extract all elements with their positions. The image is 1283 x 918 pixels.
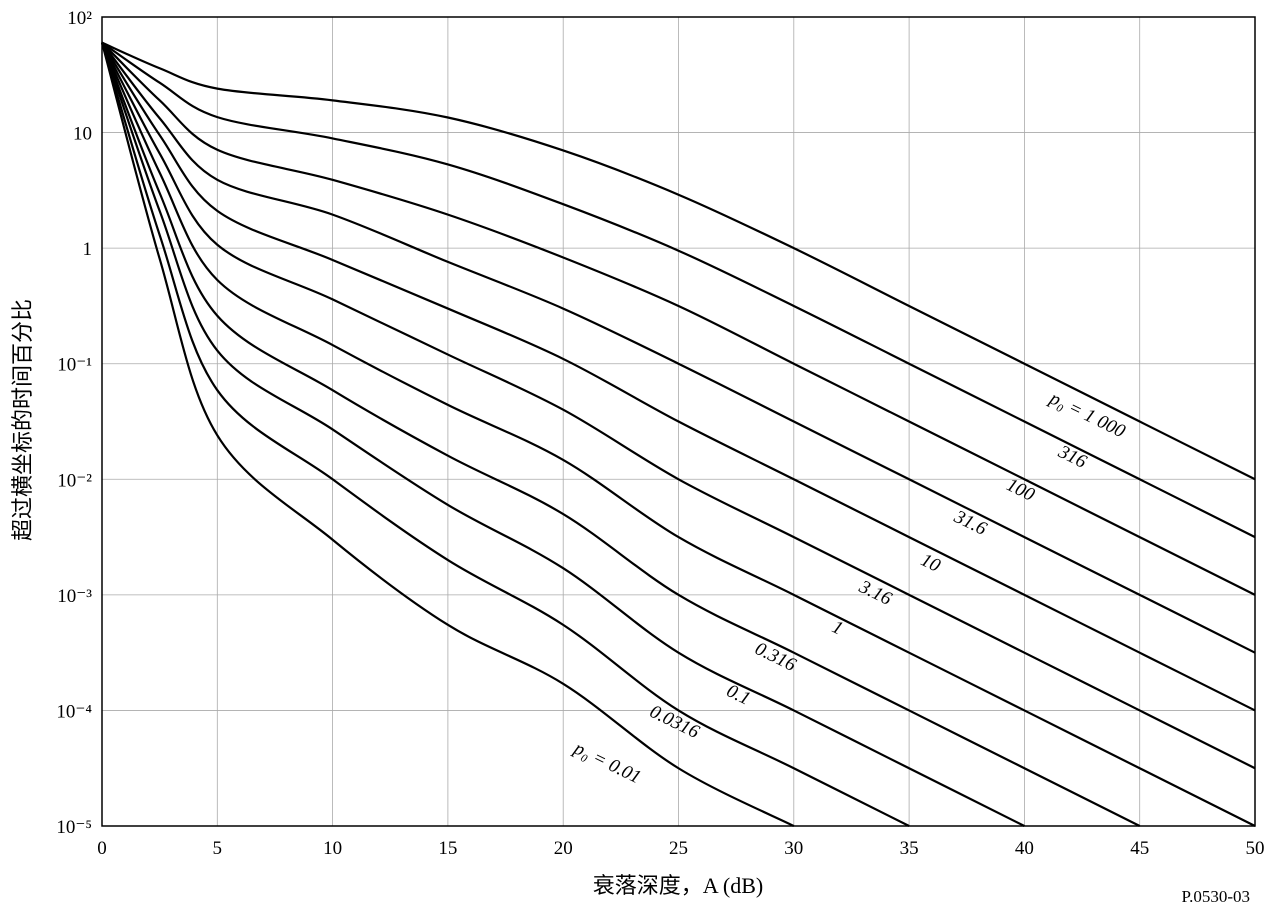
y-tick-label: 10⁻³ <box>57 586 92 607</box>
y-tick-label: 10⁻⁴ <box>56 701 92 722</box>
curve-label: p₀ = 0.01 <box>569 737 644 788</box>
curve-label: 1 <box>829 617 847 640</box>
curve <box>101 41 1256 654</box>
x-tick-label: 15 <box>438 838 457 859</box>
x-tick-label: 25 <box>669 838 688 859</box>
curve <box>100 42 1141 827</box>
x-tick-label: 5 <box>213 838 223 859</box>
y-tick-label: 10⁻² <box>57 470 92 491</box>
x-tick-label: 50 <box>1246 838 1265 859</box>
x-tick-label: 0 <box>97 838 107 859</box>
curve <box>100 42 1256 827</box>
x-tick-label: 30 <box>784 838 803 859</box>
curve-label: 31.6 <box>950 506 990 540</box>
y-axis-label: 超过横坐标的时间百分比 <box>10 299 35 541</box>
curve <box>101 41 1256 596</box>
x-axis-label: 衰落深度，A (dB) <box>593 873 764 898</box>
y-tick-label: 10 <box>73 124 92 145</box>
curve <box>101 42 1256 770</box>
plot-frame <box>101 16 1256 827</box>
curve-label: 316 <box>1054 441 1090 473</box>
x-tick-label: 45 <box>1130 838 1149 859</box>
curve <box>101 42 1256 712</box>
x-tick-label: 40 <box>1015 838 1034 859</box>
curve <box>100 42 1025 827</box>
curve <box>100 42 795 827</box>
y-tick-label: 10⁻¹ <box>57 355 92 376</box>
curve <box>100 42 910 827</box>
y-tick-label: 10² <box>67 8 92 29</box>
y-tick-label: 1 <box>83 239 93 260</box>
y-tick-label: 10⁻⁵ <box>56 817 92 838</box>
x-tick-label: 35 <box>900 838 919 859</box>
x-tick-label: 10 <box>323 838 342 859</box>
x-tick-label: 20 <box>554 838 573 859</box>
curve <box>101 41 1256 539</box>
figure-note: P.0530-03 <box>1182 887 1250 906</box>
curve-label: 0.1 <box>723 680 754 709</box>
curve <box>101 41 1256 481</box>
curve-label: 3.16 <box>855 576 895 610</box>
